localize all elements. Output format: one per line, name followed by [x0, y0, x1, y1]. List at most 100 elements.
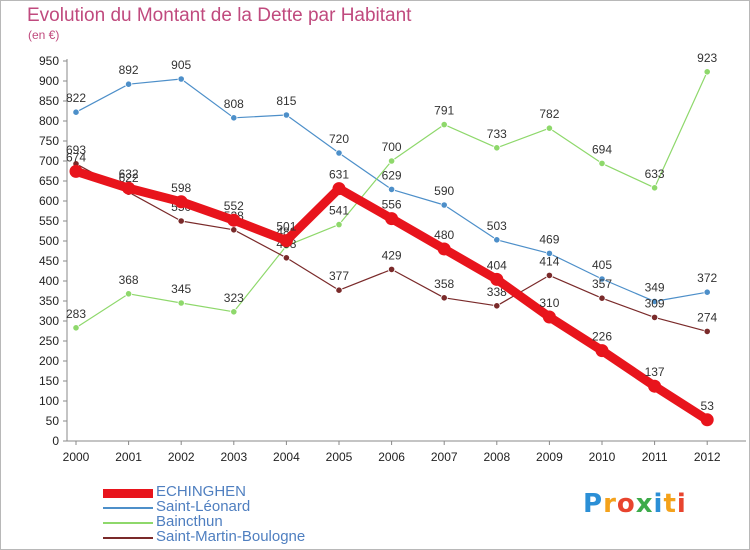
data-label: 733: [487, 127, 507, 141]
data-label: 905: [171, 58, 191, 72]
data-label: 822: [66, 91, 86, 105]
x-tick-label: 2008: [483, 450, 510, 464]
x-tick-label: 2012: [694, 450, 721, 464]
data-label: 700: [382, 140, 402, 154]
x-tick-label: 2000: [63, 450, 90, 464]
data-point: [230, 308, 238, 316]
data-point: [227, 213, 241, 227]
data-label: 632: [119, 167, 139, 181]
data-label: 598: [171, 181, 191, 195]
data-point: [703, 68, 711, 76]
data-label: 791: [434, 104, 454, 118]
data-label: 404: [487, 258, 507, 272]
data-label: 590: [434, 184, 454, 198]
legend-label: Saint-Martin-Boulogne: [156, 528, 306, 545]
data-point: [493, 144, 501, 152]
data-point: [387, 185, 396, 193]
x-tick-label: 2009: [536, 450, 563, 464]
data-point: [595, 344, 609, 358]
data-point: [650, 297, 659, 305]
data-point: [493, 302, 501, 310]
data-point: [387, 265, 396, 273]
y-tick-label: 150: [39, 374, 59, 388]
data-point: [72, 108, 80, 116]
y-tick-label: 450: [39, 254, 59, 268]
legend-swatch: [103, 522, 153, 524]
data-point: [335, 286, 343, 294]
y-tick-label: 550: [39, 214, 59, 228]
y-tick-label: 750: [39, 134, 59, 148]
data-point: [440, 201, 448, 209]
data-label: 480: [434, 228, 454, 242]
data-point: [493, 236, 501, 244]
y-tick-label: 900: [39, 74, 59, 88]
data-label: 368: [119, 273, 139, 287]
chart-title: Evolution du Montant de la Dette par Hab…: [27, 5, 412, 26]
data-point: [335, 221, 343, 229]
data-label: 503: [487, 219, 507, 233]
data-label: 674: [66, 150, 86, 164]
data-point: [545, 124, 554, 132]
y-tick-label: 700: [39, 154, 59, 168]
data-point: [335, 149, 343, 157]
y-tick-label: 950: [39, 54, 59, 68]
data-label: 274: [697, 310, 717, 324]
data-point: [279, 234, 293, 248]
legend-swatch: [103, 537, 153, 539]
y-tick-label: 300: [39, 314, 59, 328]
data-label: 53: [701, 399, 715, 413]
data-point: [125, 80, 133, 88]
data-label: 808: [224, 97, 244, 111]
y-tick-label: 400: [39, 274, 59, 288]
data-point: [385, 212, 399, 226]
data-label: 694: [592, 142, 612, 156]
data-label: 429: [382, 248, 402, 262]
data-point: [282, 254, 290, 262]
x-tick-label: 2011: [642, 450, 668, 464]
x-tick-label: 2007: [431, 450, 458, 464]
data-label: 405: [592, 258, 612, 272]
y-tick-label: 250: [39, 334, 59, 348]
data-point: [542, 310, 556, 324]
data-point: [72, 324, 80, 332]
data-point: [282, 111, 290, 119]
y-tick-label: 0: [52, 434, 59, 448]
data-label: 629: [382, 168, 402, 182]
data-label: 923: [697, 51, 717, 65]
x-tick-label: 2005: [326, 450, 353, 464]
data-point: [332, 182, 346, 196]
data-point: [69, 164, 83, 178]
data-point: [598, 159, 606, 167]
y-tick-label: 100: [39, 394, 59, 408]
data-point: [440, 121, 448, 129]
y-tick-label: 500: [39, 234, 59, 248]
x-tick-label: 2004: [273, 450, 300, 464]
data-label: 310: [539, 296, 559, 310]
data-point: [122, 181, 136, 195]
proxiti-logo: Proxiti: [583, 489, 687, 519]
x-tick-label: 2001: [115, 450, 142, 464]
data-label: 633: [645, 167, 665, 181]
data-label: 137: [645, 365, 665, 379]
data-label: 358: [434, 277, 454, 291]
data-label: 720: [329, 132, 349, 146]
data-label: 323: [224, 291, 244, 305]
data-point: [700, 413, 714, 427]
legend-swatch: [103, 507, 153, 509]
legend-label: ECHINGHEN: [156, 483, 247, 500]
data-label: 892: [119, 63, 139, 77]
y-tick-label: 350: [39, 294, 59, 308]
data-point: [177, 75, 185, 83]
data-point: [440, 294, 448, 302]
y-tick-label: 800: [39, 114, 59, 128]
x-tick-label: 2003: [220, 450, 247, 464]
x-tick-label: 2006: [378, 450, 405, 464]
data-label: 622: [119, 171, 139, 185]
data-label: 469: [539, 232, 559, 246]
legend-label: Saint-Léonard: [156, 498, 251, 515]
data-label: 631: [329, 168, 349, 182]
data-point: [598, 275, 606, 283]
data-point: [650, 184, 659, 192]
